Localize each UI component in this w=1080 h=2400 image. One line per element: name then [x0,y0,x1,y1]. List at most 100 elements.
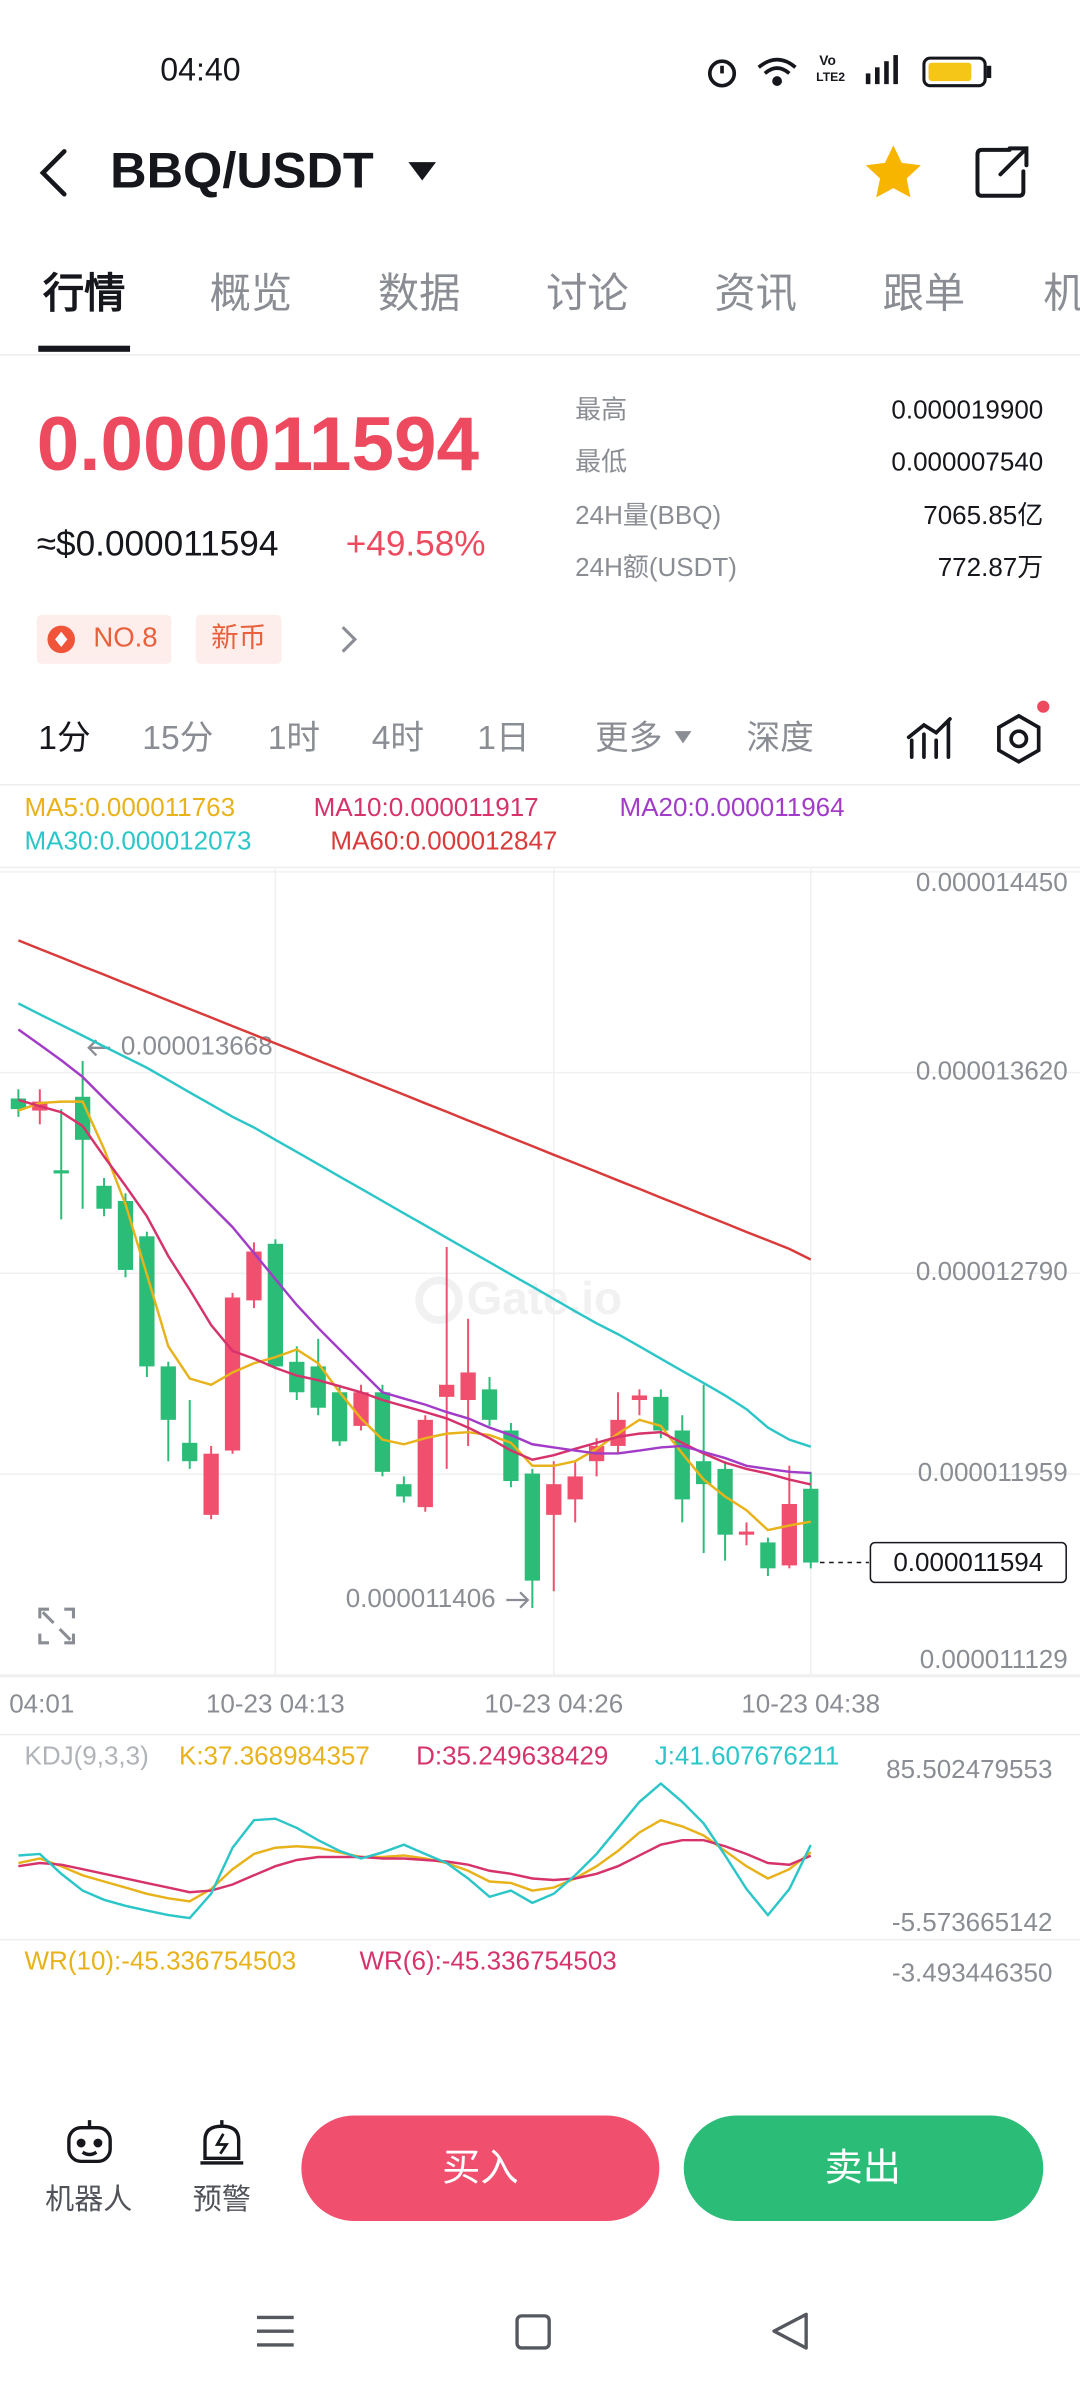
indicator-title: KDJ(9,3,3) [25,1740,149,1770]
candle-body [803,1488,819,1563]
back-button[interactable] [39,149,67,197]
stat-label: 最高 [575,394,627,424]
status-icons [707,55,992,88]
candle-body [10,1098,27,1110]
interval[interactable]: 深度 [747,719,814,757]
candle-body [738,1531,755,1535]
interval[interactable]: 4时 [372,720,424,757]
rank-text: NO.8 [93,622,157,653]
tab[interactable]: 机 [1043,271,1080,317]
y-tick-label: 0.000011129 [920,1644,1068,1674]
legend-entry: MA60:0.000012847 [330,826,557,856]
buy-label[interactable]: 买入 [442,2147,518,2190]
stat-label: 最低 [575,446,627,476]
sell-label[interactable]: 卖出 [825,2147,901,2190]
price-change: +49.58% [346,524,486,563]
wr-axis-label: -3.493446350 [892,1958,1052,1988]
candle-body [203,1453,219,1515]
candle-body [353,1392,369,1426]
candle-body [160,1366,176,1420]
tab[interactable]: 行情 [43,271,126,317]
chart: 85.502479553 -5.573665142 KDJ(9,3,3) K:37.3… [18,1740,1052,1937]
candle-body [631,1395,648,1401]
x-tick-label: 04:01 [9,1688,74,1718]
y-tick-label: 0.000012790 [916,1256,1068,1286]
interval[interactable]: 1分 [38,720,90,757]
watermark-logo [415,1276,463,1324]
interval[interactable]: 1日 [477,720,529,757]
candle-body [760,1542,776,1569]
last-price-tag [869,1541,1067,1584]
candle-body [439,1384,455,1397]
candle-body [567,1476,583,1500]
indicator-line [17,939,812,1261]
y-tick-label: 0.000013620 [916,1055,1068,1085]
legend-entry: MA20:0.000011964 [620,792,845,822]
network-label: LTE2 [816,70,845,84]
tab[interactable]: 数据 [378,271,461,317]
indicator-line [18,1818,812,1903]
buy-button[interactable] [301,2115,660,2222]
indicator-line [18,1781,812,1920]
interval-dropdown[interactable] [674,731,692,744]
x-tick-label: 10-23 04:38 [741,1688,880,1718]
candle-body [246,1251,262,1301]
pair-title[interactable]: BBQ/USDT [110,142,374,199]
candle-body [374,1392,391,1472]
interval[interactable]: 1时 [268,720,320,757]
more-arrow[interactable] [341,626,358,653]
sell-button[interactable] [683,2115,1044,2222]
wr-legend: WR(6):-45.336754503 [360,1945,617,1975]
annotation-arrow [506,1591,530,1609]
tab[interactable]: 资讯 [714,271,797,317]
candle-body [331,1392,348,1442]
indicator-line [17,1028,811,1475]
indicator-button[interactable] [906,717,952,760]
nav-bar[interactable] [257,2312,808,2350]
candle-body [139,1236,155,1367]
rank-badge[interactable] [36,614,172,664]
tab-underline [38,345,131,352]
candle-body [503,1430,519,1482]
candle-body [781,1503,797,1566]
indicator-line [18,1098,812,1486]
robot-icon[interactable] [67,2120,112,2164]
legend-entry: MA5:0.000011763 [25,792,236,822]
y-tick-label: -5.573665142 [892,1907,1052,1937]
tab[interactable]: 讨论 [546,271,629,317]
wr-legend: WR(10):-45.336754503 [25,1945,297,1975]
alert-label[interactable]: 预警 [193,2183,251,2216]
share-button[interactable] [975,146,1029,198]
tab[interactable]: 跟单 [883,271,966,317]
candle-body [117,1200,134,1270]
stat-value: 7065.85亿 [923,500,1043,530]
stat-label: 24H额(USDT) [575,552,737,582]
new-text: 新币 [211,622,266,653]
settings-button[interactable] [997,700,1050,764]
candle-body [696,1461,712,1485]
interval[interactable]: 15分 [142,720,213,757]
candle-body [224,1297,241,1451]
high-annotation: 0.000013668 [121,1031,273,1061]
y-tick-label: 0.000014450 [916,867,1068,897]
alert-icon[interactable] [200,2120,244,2165]
robot-label[interactable]: 机器人 [45,2183,132,2216]
favorite-star[interactable] [865,145,921,198]
candle-body [289,1361,305,1393]
tab[interactable]: 概览 [210,271,293,317]
new-badge[interactable] [195,614,282,664]
pair-dropdown[interactable] [408,162,436,181]
network-label: Vo [819,53,836,68]
watermark: Gate.io [467,1272,623,1324]
indicator-line [17,1002,812,1448]
usd-price: ≈$0.000011594 [37,524,279,563]
interval[interactable]: 更多 [595,719,662,757]
low-annotation: 0.000011406 [346,1583,496,1613]
candle-body [53,1170,69,1174]
rank-icon [55,631,68,648]
last-price: 0.000011594 [37,402,480,487]
fullscreen-button[interactable] [38,1607,75,1645]
